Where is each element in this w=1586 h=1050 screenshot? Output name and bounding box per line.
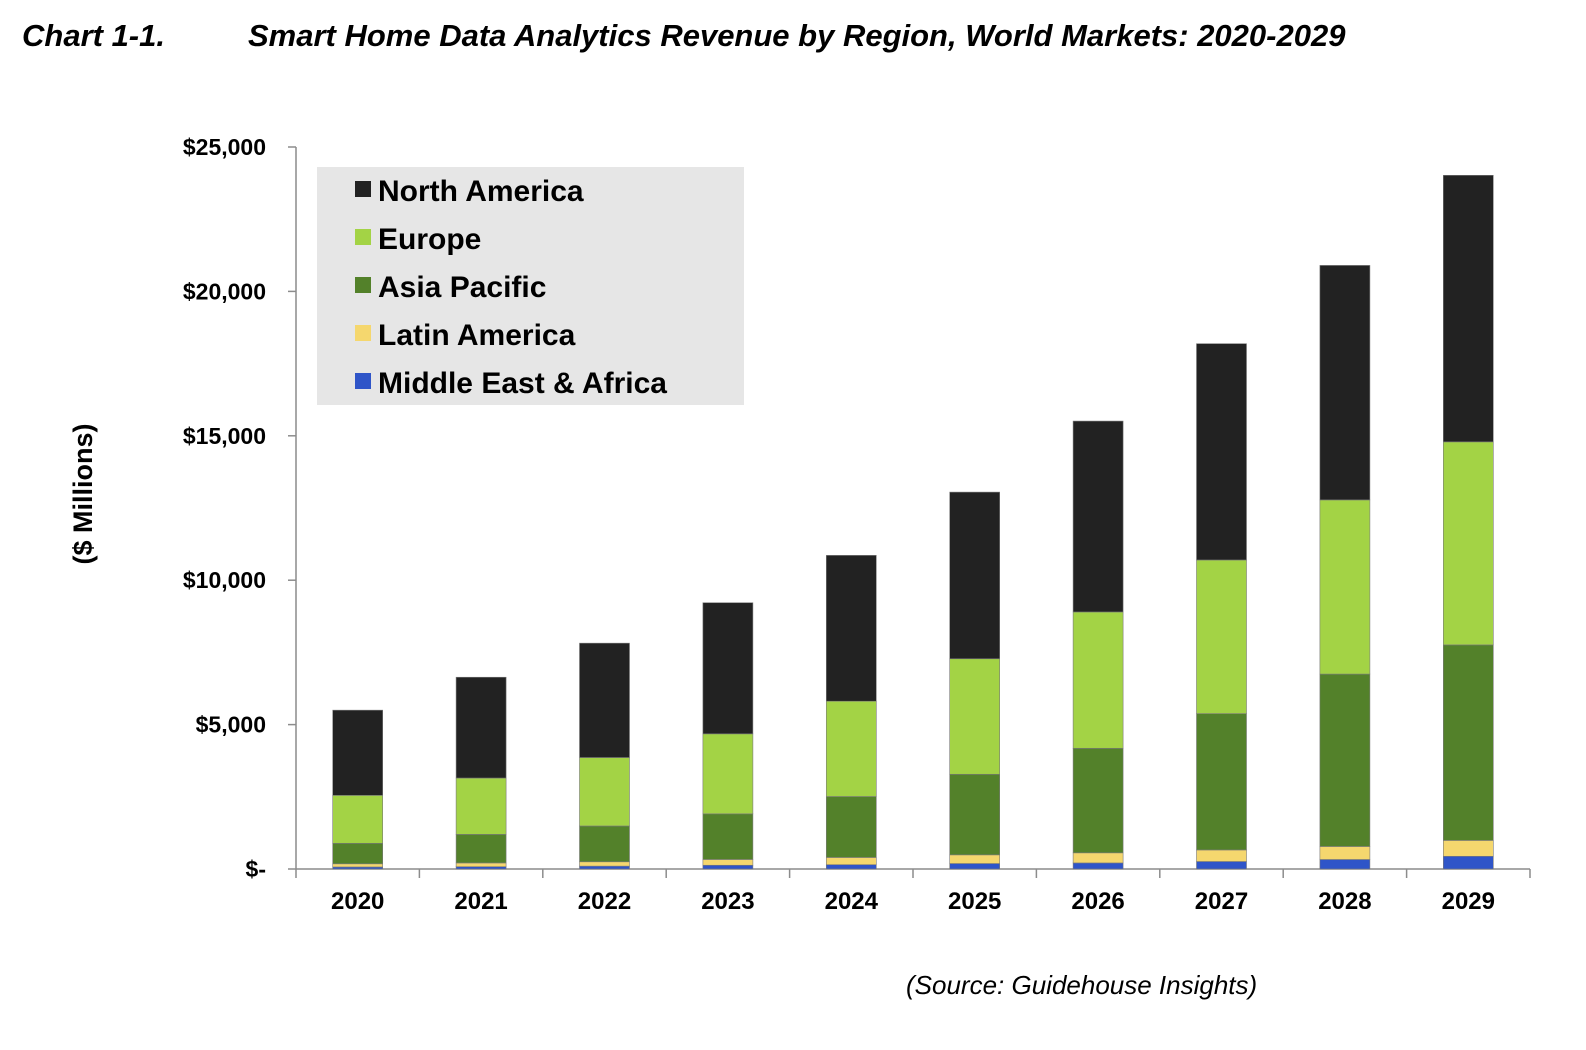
x-tick-label: 2026 [1071,888,1124,915]
chart-title: Smart Home Data Analytics Revenue by Reg… [248,18,1346,53]
bar-segment-middle-east-africa-2023 [702,864,754,870]
bar-segment-asia-pacific-2024 [825,796,877,858]
bar-segment-middle-east-africa-2024 [825,864,877,870]
x-tick-label: 2024 [825,888,879,915]
bar-segment-latin-america-2026 [1072,852,1124,864]
legend-label: Asia Pacific [378,271,546,304]
legend-swatch [355,325,371,341]
source-note: (Source: Guidehouse Insights) [906,970,1258,1000]
bar-segment-middle-east-africa-2025 [949,863,1001,870]
bar-segment-latin-america-2022 [579,861,630,867]
bar-segment-middle-east-africa-2029 [1443,855,1494,870]
bar-segment-middle-east-africa-2021 [455,866,507,870]
legend-label: Europe [378,223,481,256]
bar-segment-europe-2026 [1072,611,1124,749]
bar-segment-asia-pacific-2022 [579,825,630,863]
bar-segment-middle-east-africa-2022 [579,865,630,870]
bar-segment-asia-pacific-2028 [1319,673,1371,847]
legend-label: North America [378,175,584,208]
bar-segment-europe-2023 [702,733,754,815]
bar-segment-north-america-2026 [1072,420,1124,613]
x-tick-label: 2027 [1195,888,1248,915]
bar-segment-north-america-2024 [825,555,877,702]
bar-segment-europe-2022 [579,757,630,827]
legend-box [317,167,744,405]
x-tick-label: 2025 [948,888,1001,915]
bar-segment-asia-pacific-2023 [702,813,754,860]
bar-segment-europe-2024 [825,700,877,797]
x-tick-label: 2021 [454,888,507,915]
legend-swatch [355,229,371,245]
bar-segment-europe-2027 [1196,559,1247,714]
legend-swatch [355,181,371,197]
bar-segment-europe-2025 [949,658,1001,775]
bar-segment-north-america-2028 [1319,265,1371,501]
bar-segment-asia-pacific-2029 [1443,644,1494,841]
bar-segment-north-america-2020 [332,709,384,796]
bar-segment-latin-america-2020 [332,863,384,868]
x-tick-label: 2023 [701,888,754,915]
y-tick-label: $25,000 [183,134,266,160]
bar-segment-north-america-2027 [1196,343,1247,561]
x-tick-label: 2028 [1318,888,1371,915]
y-tick-label: $5,000 [196,712,266,738]
x-tick-label: 2029 [1442,888,1495,915]
legend-swatch [355,373,371,389]
bar-segment-north-america-2022 [579,642,630,758]
x-tick-label: 2020 [331,888,384,915]
bar-segment-asia-pacific-2020 [332,842,384,865]
y-tick-label: $15,000 [183,423,266,449]
bar-segment-europe-2020 [332,795,384,844]
y-axis-title: ($ Millions) [68,424,98,565]
bar-segment-latin-america-2024 [825,857,877,865]
bar-segment-north-america-2021 [455,676,507,779]
y-tick-label: $20,000 [183,278,266,304]
bar-segment-asia-pacific-2026 [1072,747,1124,854]
bar-segment-asia-pacific-2027 [1196,713,1247,851]
bar-segment-middle-east-africa-2020 [332,866,384,870]
bar-segment-asia-pacific-2021 [455,834,507,864]
bar-segment-latin-america-2028 [1319,846,1371,860]
bar-segment-latin-america-2027 [1196,849,1247,862]
bar-segment-middle-east-africa-2027 [1196,861,1247,870]
legend-label: Middle East & Africa [378,367,667,400]
bar-segment-middle-east-africa-2028 [1319,859,1371,870]
x-tick-label: 2022 [578,888,631,915]
bar-segment-latin-america-2021 [455,862,507,867]
bar-segment-north-america-2023 [702,602,754,735]
bar-segment-latin-america-2029 [1443,840,1494,857]
bar-segment-asia-pacific-2025 [949,773,1001,856]
bar-segment-europe-2028 [1319,499,1371,675]
chart-number-label: Chart 1-1. [22,18,165,53]
bar-segment-europe-2021 [455,777,507,835]
bar-segment-north-america-2025 [949,491,1001,660]
bar-segment-latin-america-2023 [702,859,754,866]
bar-segment-europe-2029 [1443,441,1494,646]
y-tick-label: $10,000 [183,567,266,593]
y-tick-label: $- [246,856,266,882]
legend-label: Latin America [378,319,576,352]
bar-segment-middle-east-africa-2026 [1072,862,1124,870]
bar-segment-north-america-2029 [1443,175,1494,443]
bar-segment-latin-america-2025 [949,854,1001,864]
legend-swatch [355,277,371,293]
